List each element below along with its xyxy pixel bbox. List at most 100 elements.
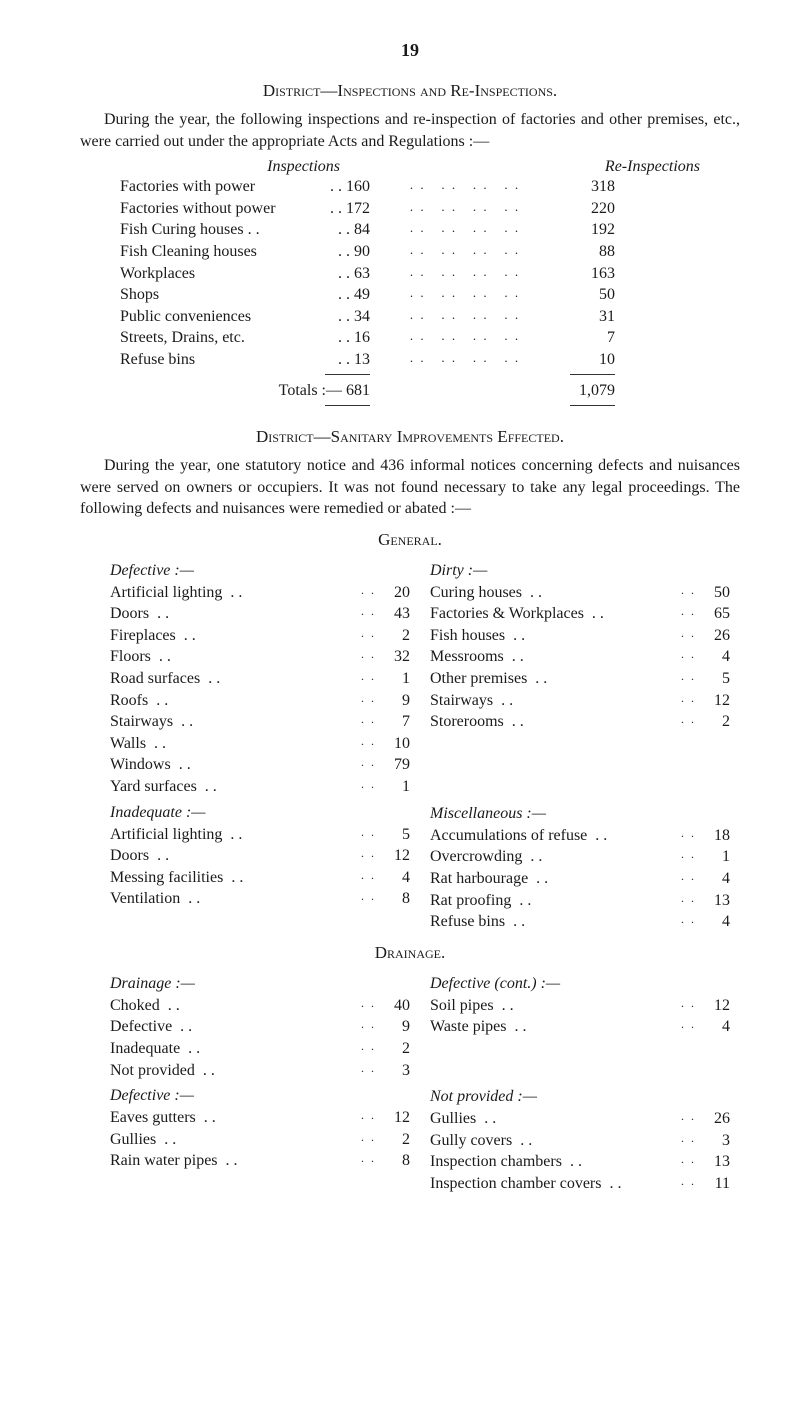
item-val: 4 [700,646,730,668]
insp-dots: . . . . . . . . [370,306,560,328]
item-label: Factories & Workplaces . . [430,603,677,625]
item-val: 3 [700,1130,730,1152]
item-val: 2 [380,1129,410,1151]
insp-label: Shops [120,284,310,306]
item-val: 26 [700,625,730,647]
item-label: Eaves gutters . . [110,1107,357,1129]
group-head: Inadequate :— [110,804,410,822]
item-label: Windows . . [110,754,357,776]
insp-val: . . 63 [310,263,370,285]
insp-dots: . . . . . . . . [370,241,560,263]
item-label: Fireplaces . . [110,625,357,647]
item-label: Roofs . . [110,690,357,712]
item-row: Roofs . .. .9 [110,690,410,712]
item-dots: . . [361,582,376,604]
insp-val: . . 13 [310,349,370,371]
group-head: Defective :— [110,1087,410,1105]
item-val: 12 [700,690,730,712]
item-label: Doors . . [110,845,357,867]
item-row: Fireplaces . . . . 2 [110,625,410,647]
item-row: Refuse bins . .. .4 [430,911,730,933]
inspections-table: Inspections Re-Inspections Factories wit… [120,158,720,409]
item-val: 5 [380,824,410,846]
item-label: Storerooms . . [430,711,677,733]
item-row: Yard surfaces . .. .1 [110,776,410,798]
item-dots: . . [361,711,376,733]
insp-label: Workplaces [120,263,310,285]
item-val: 4 [700,911,730,933]
item-row: Not provided . .. .3 [110,1060,410,1082]
item-label: Inspection chambers . . [430,1151,677,1173]
col-insp: Inspections [120,158,340,176]
item-label: Inadequate . . [110,1038,357,1060]
col-reinsp: Re-Inspections [340,158,720,176]
item-dots: . . [361,845,376,867]
reinsp-val: 88 [560,241,615,263]
item-row: Artificial lighting . .. .20 [110,582,410,604]
insp-val: . . 34 [310,306,370,328]
item-dots: . . [361,646,376,668]
item-dots: . . [361,1150,376,1172]
item-dots: . . [681,1173,696,1195]
item-dots: . . [361,1038,376,1060]
item-label: Other premises . . [430,668,677,690]
item-val: 4 [700,868,730,890]
item-row: Gully covers . .. .3 [430,1130,730,1152]
item-row: Waste pipes . .. .4 [430,1016,730,1038]
item-val: 32 [380,646,410,668]
insp-val: . . 84 [310,219,370,241]
insp-row: Factories with power. . 160. . . . . . .… [120,176,720,198]
item-row: Floors . . . . 32 [110,646,410,668]
item-dots: . . [361,625,376,647]
item-label: Artificial lighting . . [110,824,357,846]
item-row: Choked . .. .40 [110,995,410,1017]
drainage-columns: Drainage :—Choked . .. .40Defective . ..… [110,969,730,1195]
item-label: Curing houses . . [430,582,677,604]
drainage-heading: Drainage. [80,943,740,963]
item-val: 2 [380,1038,410,1060]
item-label: Rain water pipes . . [110,1150,357,1172]
item-label: Rat proofing . . [430,890,677,912]
item-dots: . . [681,1151,696,1173]
insp-label: Streets, Drains, etc. [120,327,310,349]
item-row: Gullies . .. .2 [110,1129,410,1151]
item-dots: . . [681,890,696,912]
totals-label: Totals :— 681 [120,380,370,402]
reinsp-val: 31 [560,306,615,328]
item-dots: . . [361,603,376,625]
item-val: 50 [700,582,730,604]
page-number: 19 [80,40,740,61]
general-columns: Defective :—Artificial lighting . .. .20… [110,556,730,933]
item-val: 9 [380,1016,410,1038]
item-row: Messing facilities . .. .4 [110,867,410,889]
item-label: Gullies . . [110,1129,357,1151]
item-val: 1 [700,846,730,868]
insp-dots: . . . . . . . . [370,349,560,371]
item-label: Yard surfaces . . [110,776,357,798]
item-dots: . . [361,668,376,690]
item-row: Rat harbourage . .. .4 [430,868,730,890]
item-label: Floors . . [110,646,357,668]
item-dots: . . [361,995,376,1017]
item-row: Inspection chambers . .. .13 [430,1151,730,1173]
item-val: 2 [380,625,410,647]
insp-row: Refuse bins. . 13. . . . . . . .10 [120,349,720,371]
item-val: 12 [380,845,410,867]
item-row: Inspection chamber covers . .. .11 [430,1173,730,1195]
insp-dots: . . . . . . . . [370,198,560,220]
insp-val: . . 160 [310,176,370,198]
reinsp-val: 192 [560,219,615,241]
item-dots: . . [681,825,696,847]
reinsp-val: 163 [560,263,615,285]
insp-row: Workplaces. . 63. . . . . . . .163 [120,263,720,285]
group-head: Not provided :— [430,1088,730,1106]
item-dots: . . [361,754,376,776]
item-val: 9 [380,690,410,712]
insp-row: Streets, Drains, etc.. . 16. . . . . . .… [120,327,720,349]
insp-row: Fish Curing houses . .. . 84. . . . . . … [120,219,720,241]
item-label: Defective . . [110,1016,357,1038]
item-label: Inspection chamber covers . . [430,1173,677,1195]
item-row: Other premises . .. .5 [430,668,730,690]
section1-heading: District—Inspections and Re-Inspections. [80,81,740,101]
item-val: 40 [380,995,410,1017]
